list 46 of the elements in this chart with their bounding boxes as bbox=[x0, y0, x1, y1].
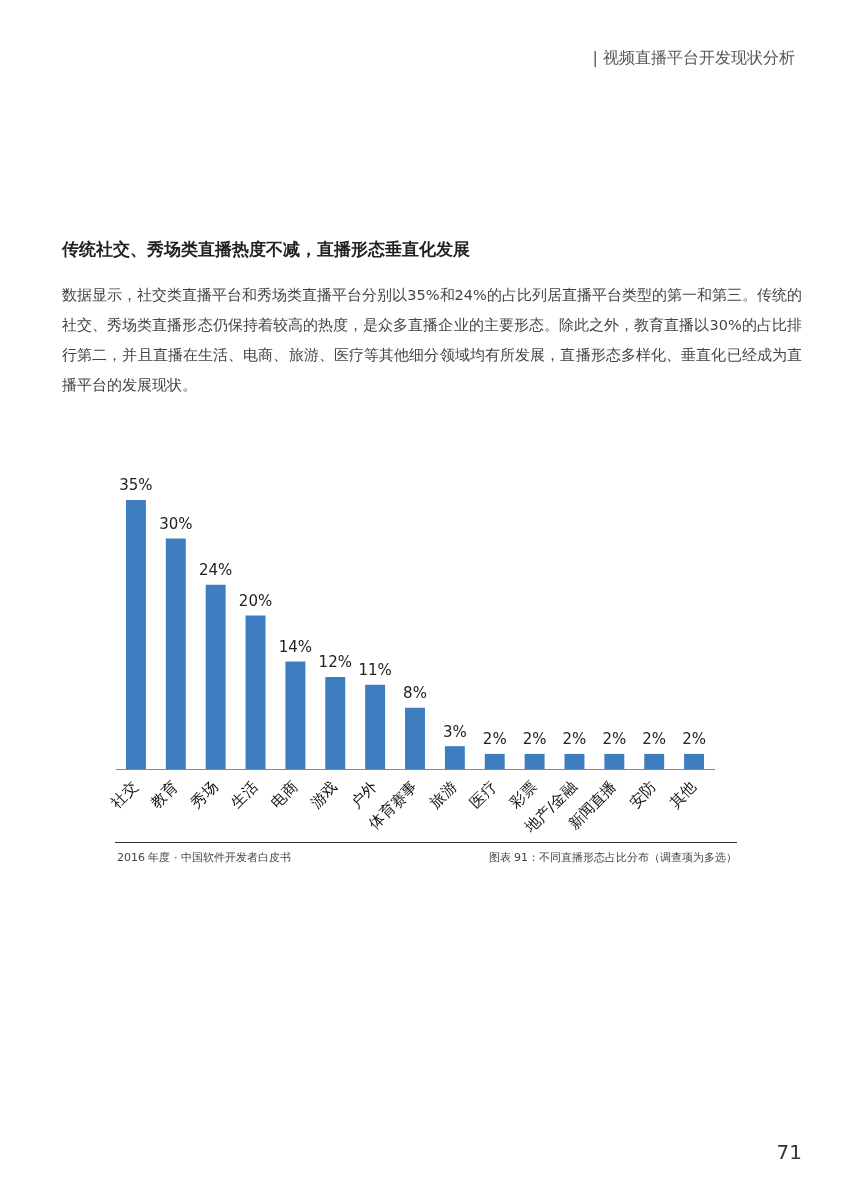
text: 2016 年度 · 中国软件开发者白皮书 bbox=[117, 850, 291, 865]
bar bbox=[165, 538, 186, 770]
data-label: 2% bbox=[602, 730, 627, 749]
data-label: 35% bbox=[119, 476, 153, 495]
data-label: 11% bbox=[358, 661, 392, 680]
text: 图表 91：不同直播形态占比分布（调查项为多选） bbox=[488, 850, 737, 865]
x-tick-label: 教育 bbox=[147, 777, 182, 812]
data-label: 2% bbox=[682, 730, 706, 749]
bar bbox=[245, 615, 266, 770]
bar bbox=[484, 753, 505, 770]
bar bbox=[285, 661, 306, 770]
bar bbox=[444, 746, 465, 770]
data-label: 2% bbox=[642, 730, 667, 749]
data-label: 20% bbox=[238, 591, 273, 610]
x-tick-label: 社交 bbox=[107, 777, 142, 812]
x-tick-label: 电商 bbox=[267, 777, 301, 812]
data-label: 2% bbox=[562, 730, 587, 749]
x-tick-label: 生活 bbox=[227, 777, 262, 812]
bar bbox=[325, 676, 346, 770]
bar bbox=[365, 684, 386, 770]
data-label: 30% bbox=[159, 514, 193, 533]
data-label: 12% bbox=[318, 653, 352, 672]
x-tick-label: 游戏 bbox=[306, 777, 341, 812]
text: 71 bbox=[776, 1140, 802, 1164]
data-label: 24% bbox=[198, 561, 233, 580]
x-tick-label: 医疗 bbox=[466, 777, 501, 812]
text: | 视频直播平台开发现状分析 bbox=[592, 48, 795, 69]
data-label: 2% bbox=[522, 730, 547, 749]
chart-subtitle: 数据显示，社交类直播平台和秀场类直播平台分别以35%和24%的占比列居直播平台类型的第一和第三。传统的社交、秀场类直播形态仍保持着较高的热度，是众多直播企业的主要形态。除此之外，教育直播以30%的占比排行第二，并且直播在生活、电商、旅游、医疗等其他细分领域均有所发展，直播形态多样化、垂直化已经成为直播平台的发展现状。 bbox=[62, 286, 802, 395]
x-tick-label: 其他 bbox=[665, 777, 700, 812]
bar bbox=[684, 753, 705, 770]
bar bbox=[644, 753, 665, 770]
bar bbox=[604, 753, 625, 770]
bar bbox=[125, 500, 146, 770]
bar bbox=[205, 584, 226, 770]
bar bbox=[564, 753, 585, 770]
chart-title: 传统社交、秀场类直播热度不减，直播形态垂直化发展 bbox=[62, 238, 470, 261]
data-label: 8% bbox=[403, 684, 427, 703]
bar bbox=[405, 707, 425, 770]
x-tick-label: 安防 bbox=[625, 777, 660, 812]
data-label: 14% bbox=[278, 637, 313, 656]
bar bbox=[524, 753, 545, 770]
x-tick-label: 秀场 bbox=[187, 777, 222, 812]
data-label: 2% bbox=[482, 730, 507, 749]
x-tick-label: 旅游 bbox=[426, 777, 461, 812]
data-label: 3% bbox=[442, 722, 467, 741]
